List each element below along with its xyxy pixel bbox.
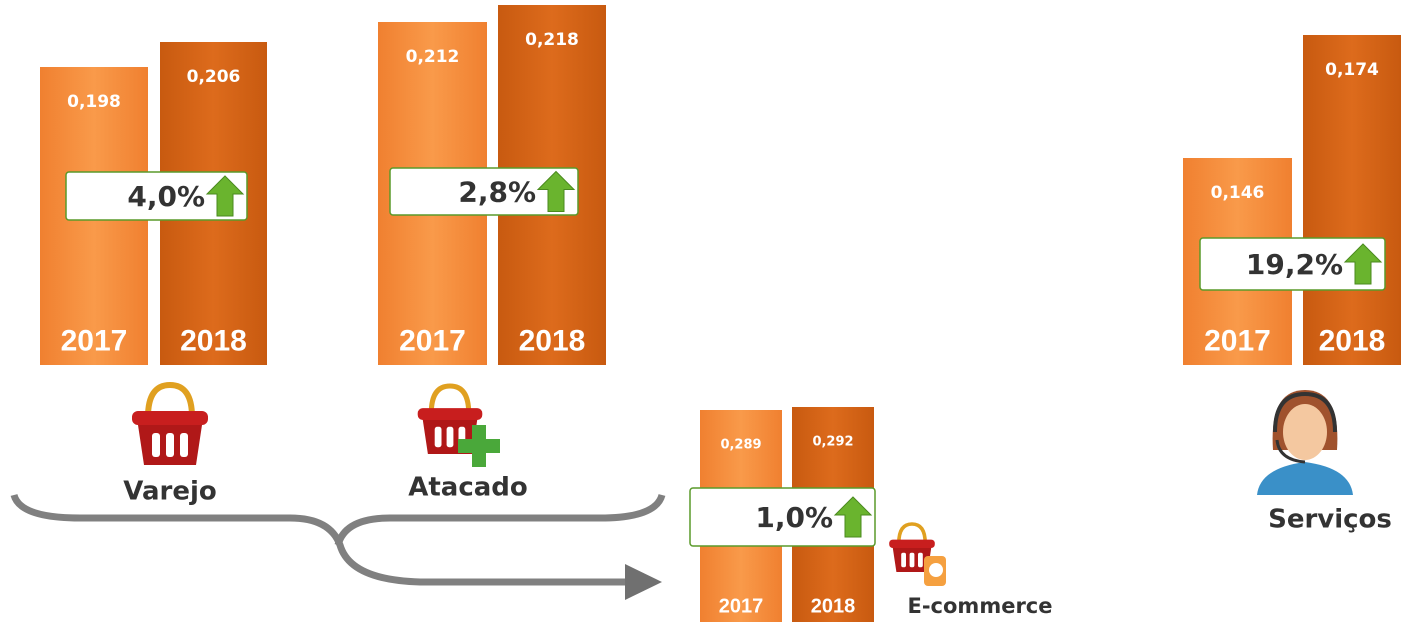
bar-year: 2018 <box>180 324 247 357</box>
icon <box>145 381 195 418</box>
icon <box>166 433 174 457</box>
bar-value: 0,212 <box>406 47 460 67</box>
change-box <box>65 171 248 221</box>
change-value: 4,0% <box>127 180 205 213</box>
group-label: Varejo <box>123 477 216 507</box>
up-arrow <box>536 170 576 212</box>
icon <box>180 433 188 457</box>
change-value: 2,8% <box>458 176 536 209</box>
bar-year: 2018 <box>1319 324 1386 357</box>
icon <box>929 563 943 577</box>
icon <box>1283 404 1327 460</box>
icon <box>1275 439 1306 464</box>
bar-year: 2017 <box>61 324 128 357</box>
connector <box>334 493 666 547</box>
change-box <box>689 487 876 547</box>
bar <box>1303 35 1401 365</box>
bar-value: 0,146 <box>1211 183 1265 203</box>
icon <box>901 552 906 568</box>
bar-year: 2017 <box>719 595 764 617</box>
icon <box>458 425 500 467</box>
connector <box>10 493 640 586</box>
change-box <box>389 167 579 216</box>
icon <box>428 383 472 414</box>
group-label: Serviços <box>1268 505 1392 535</box>
change-value: 1,0% <box>755 501 833 534</box>
group-label: Atacado <box>408 473 528 503</box>
icon <box>446 426 454 448</box>
icon <box>889 539 935 548</box>
bar-value: 0,292 <box>812 435 853 450</box>
bar-value: 0,289 <box>720 438 761 453</box>
group-label: E-commerce <box>908 594 1053 618</box>
icon <box>1273 391 1337 433</box>
icon <box>417 408 483 420</box>
bar-value: 0,218 <box>525 30 579 50</box>
up-arrow <box>205 175 245 217</box>
bar-value: 0,206 <box>187 67 241 87</box>
icon <box>909 552 915 568</box>
icon <box>434 426 442 448</box>
icon <box>132 411 208 425</box>
change-box <box>1199 237 1386 291</box>
icon <box>918 552 923 568</box>
bar-year: 2018 <box>811 595 856 617</box>
bar-value: 0,174 <box>1325 60 1379 80</box>
icon <box>1257 462 1353 495</box>
up-arrow <box>833 496 873 538</box>
up-arrow <box>1343 243 1383 285</box>
arrow-head <box>625 564 662 600</box>
icon <box>152 433 160 457</box>
bar-value: 0,198 <box>67 92 121 112</box>
bar-year: 2018 <box>519 324 586 357</box>
change-value: 19,2% <box>1246 248 1343 281</box>
bar-year: 2017 <box>1204 324 1271 357</box>
icon <box>897 522 927 544</box>
bar-year: 2017 <box>399 324 466 357</box>
